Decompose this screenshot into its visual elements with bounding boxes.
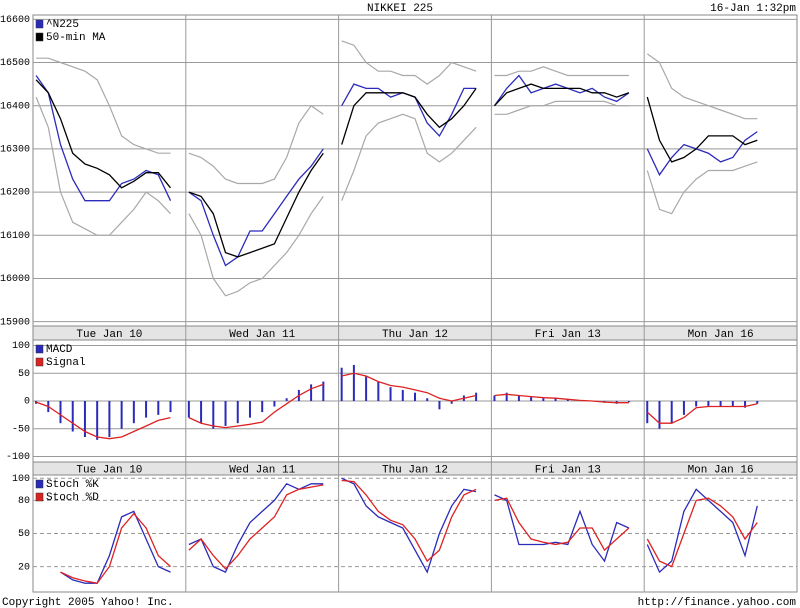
x-tick-label: Thu Jan 12 (382, 329, 448, 341)
y-tick-label: 100 (12, 341, 30, 352)
timestamp: 16-Jan 1:32pm (710, 3, 796, 15)
series-line (35, 372, 758, 440)
y-tick-label: 50 (18, 529, 30, 540)
x-tick-label: Wed Jan 11 (229, 464, 295, 476)
legend-label: 50-min MA (46, 32, 106, 44)
x-tick-label: Thu Jan 12 (382, 464, 448, 476)
legend-swatch (35, 492, 44, 502)
x-tick-label: Tue Jan 10 (76, 464, 142, 476)
y-tick-label: 16000 (0, 274, 30, 285)
x-tick-label: Wed Jan 11 (229, 329, 295, 341)
legend-swatch (35, 19, 44, 29)
series-line (60, 477, 758, 584)
x-tick-label: Mon Jan 16 (688, 464, 754, 476)
y-tick-label: 16600 (0, 15, 30, 26)
series-line (60, 479, 758, 584)
legend-swatch (35, 357, 44, 367)
legend-swatch (35, 479, 44, 489)
legend-label: ^N225 (46, 19, 79, 31)
y-tick-label: 16400 (0, 101, 30, 112)
y-tick-label: -50 (12, 424, 30, 435)
copyright: Copyright 2005 Yahoo! Inc. (2, 597, 174, 608)
y-tick-label: 15900 (0, 317, 30, 328)
x-tick-label: Fri Jan 13 (535, 464, 601, 476)
legend-swatch (35, 344, 44, 354)
chart-title: NIKKEI 225 (367, 3, 433, 15)
y-tick-label: 20 (18, 562, 30, 573)
source-url: http://finance.yahoo.com (638, 597, 797, 608)
y-tick-label: 16500 (0, 58, 30, 69)
legend-label: Stoch %K (46, 479, 99, 491)
y-tick-label: 80 (18, 496, 30, 507)
y-tick-label: 16200 (0, 188, 30, 199)
series-line (36, 40, 758, 185)
x-tick-label: Mon Jan 16 (688, 329, 754, 341)
y-tick-label: 0 (24, 397, 30, 408)
series-line (35, 79, 758, 258)
y-tick-label: 16300 (0, 145, 30, 156)
legend-label: Signal (46, 357, 86, 369)
y-tick-label: 50 (18, 369, 30, 380)
series-line (35, 96, 758, 297)
legend-label: MACD (46, 344, 73, 356)
y-tick-label: 100 (12, 474, 30, 485)
x-tick-label: Fri Jan 13 (535, 329, 601, 341)
y-tick-label: -100 (6, 452, 30, 463)
y-tick-label: 16100 (0, 231, 30, 242)
plot-area (32, 14, 798, 327)
x-tick-label: Tue Jan 10 (76, 329, 142, 341)
legend-label: Stoch %D (46, 492, 99, 504)
legend-swatch (35, 32, 44, 42)
